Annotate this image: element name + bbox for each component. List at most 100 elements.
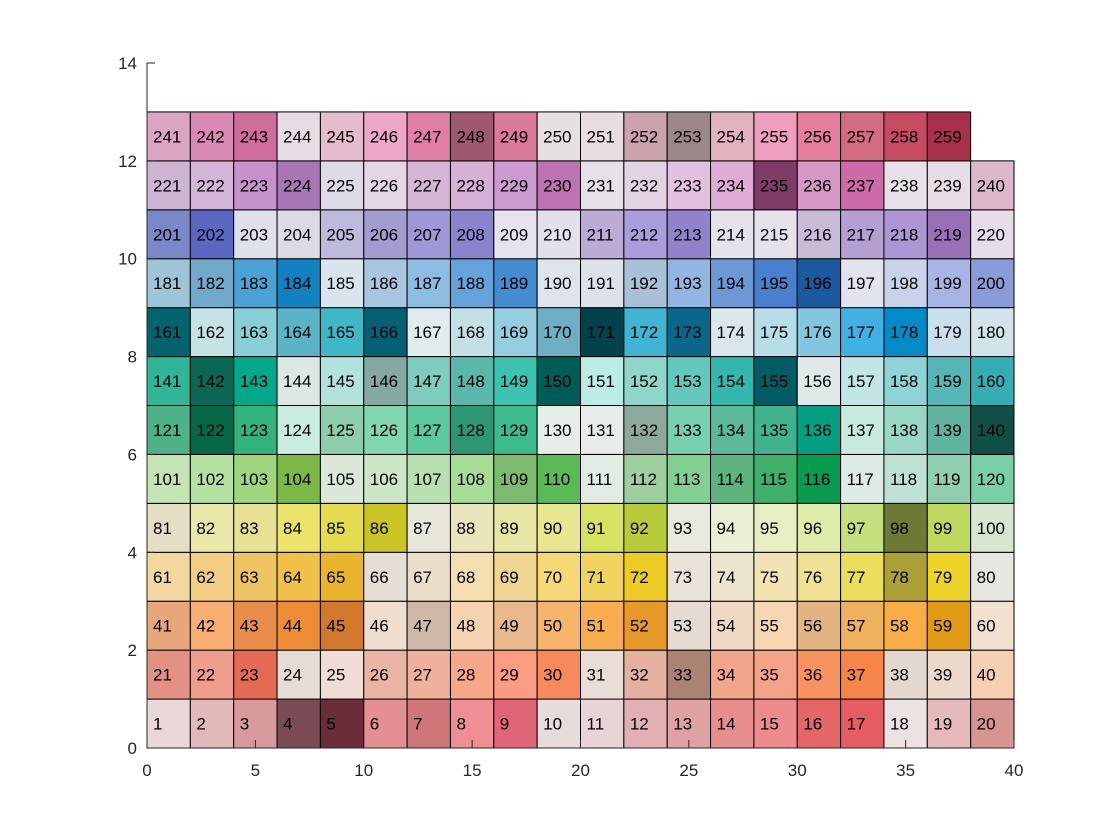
heatmap-cell	[319, 209, 365, 260]
cell-label: 201	[153, 225, 181, 244]
cell-label: 61	[153, 568, 172, 587]
heatmap-cell	[189, 698, 235, 749]
cell-label: 244	[283, 127, 311, 146]
cell-label: 33	[673, 666, 692, 685]
cell-label: 214	[717, 225, 745, 244]
heatmap-cell	[926, 551, 972, 602]
heatmap-cell	[449, 307, 495, 358]
heatmap-cell	[406, 356, 451, 407]
heatmap-cell	[710, 160, 755, 211]
cell-label: 140	[977, 421, 1005, 440]
cell-label: 183	[240, 274, 268, 293]
heatmap-cell	[840, 502, 885, 553]
cell-label: 213	[673, 225, 701, 244]
cell-label: 258	[890, 127, 918, 146]
heatmap-cell	[796, 453, 842, 504]
cell-label: 74	[717, 568, 736, 587]
cell-label: 124	[283, 421, 311, 440]
heatmap-cell	[710, 405, 755, 455]
heatmap-cell	[840, 405, 885, 455]
cell-label: 20	[977, 715, 996, 734]
cell-label: 235	[760, 176, 788, 195]
cell-label: 65	[326, 568, 345, 587]
heatmap-cell	[493, 502, 538, 553]
cell-label: 243	[240, 127, 268, 146]
cell-label: 47	[413, 617, 432, 636]
cell-label: 236	[803, 176, 831, 195]
heatmap-cell	[363, 307, 408, 358]
cell-label: 94	[717, 519, 736, 538]
cell-label: 197	[847, 274, 875, 293]
cell-label: 168	[456, 323, 484, 342]
cell-label: 230	[543, 176, 571, 195]
cell-label: 227	[413, 176, 441, 195]
heatmap-cell	[449, 356, 495, 407]
cell-label: 228	[456, 176, 484, 195]
cell-label: 17	[847, 715, 866, 734]
heatmap-cell	[666, 307, 712, 358]
cell-label: 179	[933, 323, 961, 342]
cell-label: 14	[717, 715, 736, 734]
heatmap-cell	[363, 551, 408, 602]
cell-label: 108	[456, 470, 484, 489]
cell-label: 99	[933, 519, 952, 538]
cell-label: 231	[587, 176, 615, 195]
cell-label: 170	[543, 323, 571, 342]
heatmap-cell	[449, 698, 495, 749]
x-tick-label: 10	[354, 761, 373, 780]
cell-label: 117	[847, 470, 874, 489]
cell-label: 121	[153, 421, 181, 440]
cell-label: 88	[456, 519, 475, 538]
cell-label: 241	[153, 127, 181, 146]
cell-label: 193	[673, 274, 701, 293]
heatmap-cell	[319, 649, 365, 700]
heatmap-cell	[233, 160, 278, 211]
cell-label: 103	[240, 470, 268, 489]
cell-label: 26	[370, 666, 389, 685]
cell-label: 29	[500, 666, 519, 685]
heatmap-cell	[189, 258, 235, 309]
cell-label: 45	[326, 617, 345, 636]
cell-label: 181	[153, 274, 181, 293]
cell-label: 247	[413, 127, 441, 146]
heatmap-cell	[146, 307, 191, 358]
cell-label: 109	[500, 470, 528, 489]
heatmap-cell	[449, 453, 495, 504]
heatmap-cell	[666, 356, 712, 407]
heatmap-cell	[319, 111, 365, 162]
cell-label: 218	[890, 225, 918, 244]
cell-label: 120	[977, 470, 1005, 489]
cell-label: 233	[673, 176, 701, 195]
heatmap-cell	[449, 258, 495, 309]
heatmap-cell	[449, 600, 495, 651]
y-tick-label: 6	[128, 445, 137, 464]
cell-label: 172	[630, 323, 658, 342]
cell-label: 57	[847, 617, 866, 636]
heatmap-cell	[449, 502, 495, 553]
heatmap-cell	[363, 356, 408, 407]
cell-label: 69	[500, 568, 519, 587]
cell-label: 13	[673, 715, 692, 734]
heatmap-cell	[449, 111, 495, 162]
cell-label: 89	[500, 519, 519, 538]
heatmap-cell	[580, 258, 625, 309]
heatmap-cell	[796, 551, 842, 602]
cell-label: 67	[413, 568, 432, 587]
cell-label: 174	[717, 323, 745, 342]
heatmap-cell	[189, 453, 235, 504]
heatmap-cell	[406, 453, 451, 504]
cell-label: 77	[847, 568, 866, 587]
cell-label: 205	[326, 225, 354, 244]
cell-label: 119	[933, 470, 960, 489]
heatmap-cell	[970, 160, 1015, 211]
cell-label: 153	[673, 372, 701, 391]
cell-label: 21	[153, 666, 172, 685]
cell-label: 1	[153, 715, 162, 734]
heatmap-cell	[189, 551, 235, 602]
heatmap-cell	[536, 453, 582, 504]
cell-label: 215	[760, 225, 788, 244]
heatmap-cell	[233, 502, 278, 553]
heatmap-cell	[883, 698, 928, 749]
cell-label: 70	[543, 568, 562, 587]
cell-label: 138	[890, 421, 918, 440]
